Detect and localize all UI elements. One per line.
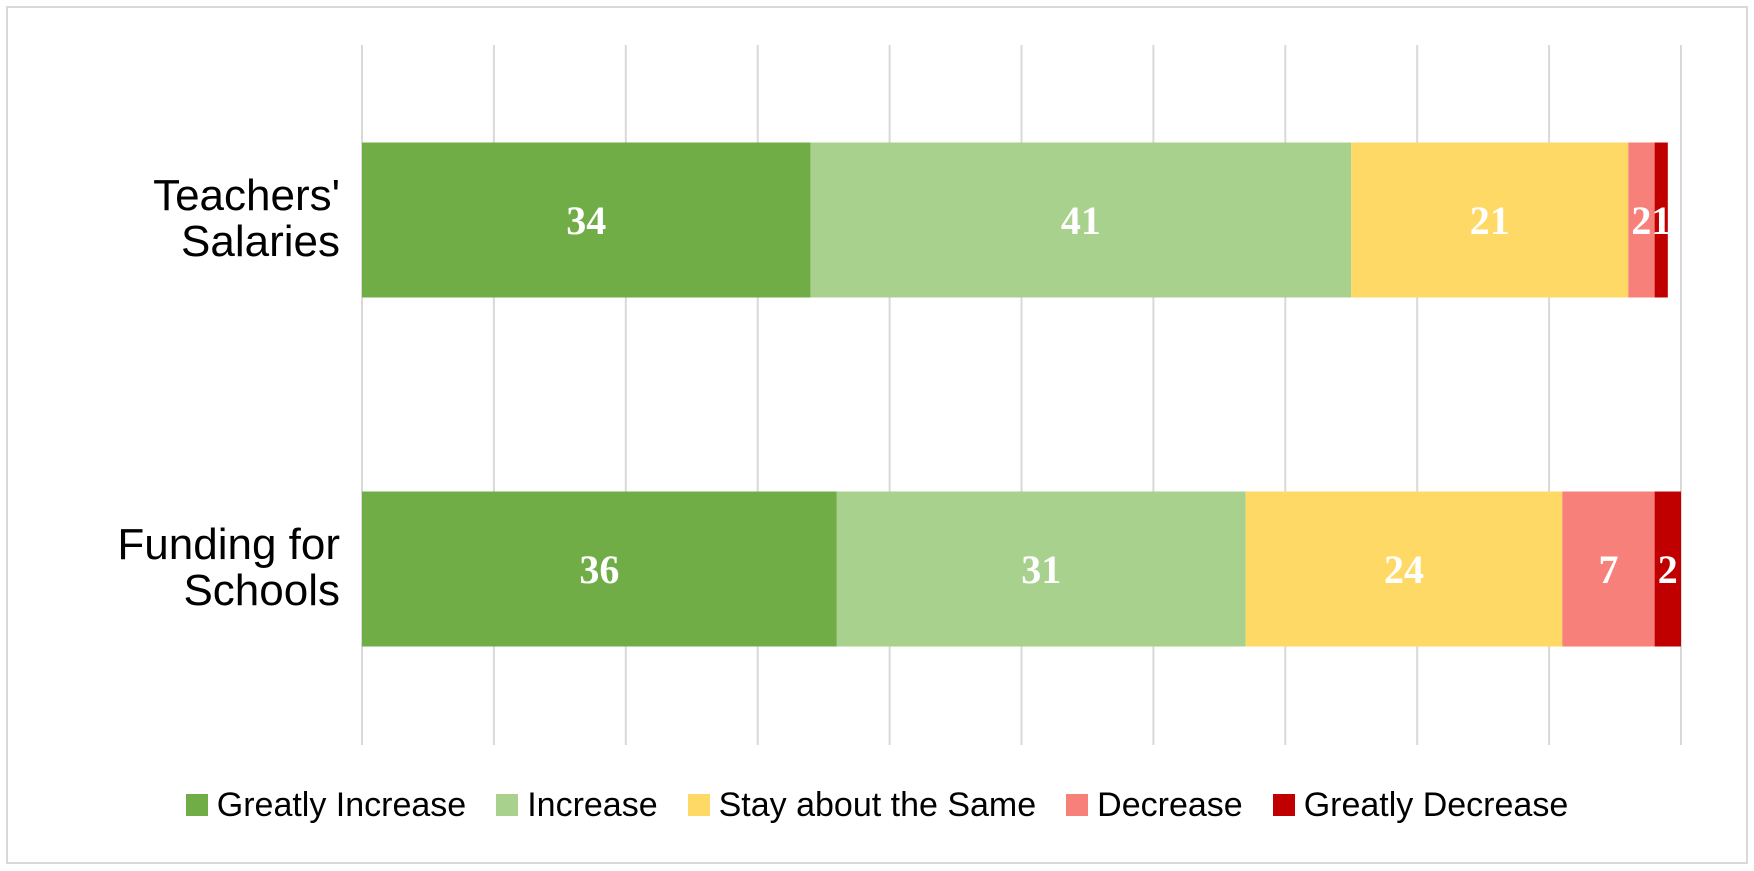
- legend-label: Increase: [527, 785, 658, 824]
- legend-item: Greatly Decrease: [1272, 785, 1569, 825]
- category-label: Schools: [183, 566, 340, 615]
- category-label: Teachers': [153, 171, 340, 220]
- bar-segment: [1654, 142, 1668, 298]
- legend-label: Greatly Decrease: [1303, 785, 1569, 824]
- data-label: 2: [1631, 198, 1651, 243]
- data-label: 41: [1061, 198, 1101, 243]
- legend-item: Stay about the Same: [687, 785, 1037, 825]
- category-label: Funding for: [117, 520, 340, 569]
- legend-item: Greatly Increase: [185, 785, 467, 825]
- legend-item: Increase: [496, 785, 658, 825]
- data-label: 36: [579, 547, 619, 592]
- bar-segment: [362, 491, 837, 647]
- data-label: 31: [1021, 547, 1061, 592]
- legend-label: Greatly Increase: [216, 785, 467, 824]
- data-label: 7: [1598, 547, 1618, 592]
- legend-swatch: [496, 794, 519, 816]
- data-label: 2: [1658, 547, 1678, 592]
- data-label: 1: [1651, 198, 1671, 243]
- bar-segment: [1654, 491, 1681, 647]
- bar-segment: [836, 491, 1246, 647]
- legend-item: Decrease: [1066, 786, 1243, 825]
- bar-segment: [810, 142, 1352, 298]
- data-label: 24: [1384, 547, 1424, 592]
- category-label: Salaries: [181, 217, 340, 266]
- bar-segment: [1245, 491, 1563, 647]
- legend-label: Stay about the Same: [718, 785, 1037, 824]
- legend: Greatly Increase Increase Stay about the S…: [0, 783, 1754, 827]
- legend-swatch: [1272, 794, 1295, 816]
- bar-segment: [1562, 491, 1655, 647]
- bars: 34 41 21 2 136 31 24 7 2: [362, 142, 1681, 647]
- data-label: 34: [566, 198, 606, 243]
- legend-label: Decrease: [1097, 785, 1243, 824]
- bar-segment: [1628, 142, 1655, 298]
- legend-swatch: [185, 794, 208, 816]
- bar-segment: [1351, 142, 1629, 298]
- data-label: 21: [1470, 198, 1510, 243]
- legend-swatch: [1066, 794, 1089, 816]
- bar-segment: [362, 142, 811, 298]
- legend-swatch: [687, 794, 710, 816]
